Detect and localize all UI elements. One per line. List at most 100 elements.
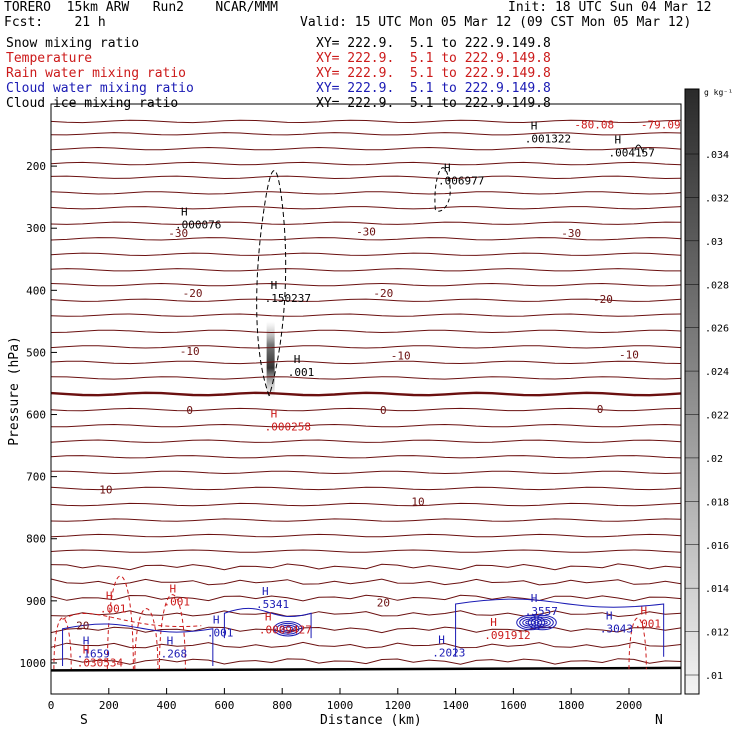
isotherm-line: [50, 313, 682, 317]
colorbar-label: .022: [705, 411, 729, 422]
cloud-water-contour: [282, 626, 294, 632]
isotherm-line: [50, 206, 682, 210]
rain-contour: [628, 617, 647, 670]
isotherm-line: [50, 563, 682, 571]
y-tick-label: 800: [26, 533, 46, 546]
temperature-label: 10: [99, 484, 112, 497]
x-tick-label: 1800: [558, 699, 585, 712]
legend-xy-rain: XY= 222.9. 5.1 to 222.9.149.8: [316, 66, 551, 81]
cloud-water-contour: [516, 614, 546, 631]
high-value: .030534: [77, 656, 124, 669]
y-tick-label: 1000: [20, 657, 47, 670]
cloud-water-contour: [223, 608, 312, 639]
high-marker: H: [490, 616, 497, 629]
y-tick-label: 700: [26, 471, 46, 484]
isotherm-line: [50, 578, 682, 586]
temperature-label: -20: [183, 287, 203, 300]
high-marker: H: [271, 279, 278, 292]
legend-xy-temperature: XY= 222.9. 5.1 to 222.9.149.8: [316, 51, 551, 66]
high-value: .001322: [525, 132, 571, 145]
y-tick-label: 200: [26, 160, 46, 173]
north-label: N: [655, 713, 663, 728]
rain-contour: [134, 608, 159, 670]
temperature-label: -79.09: [641, 118, 681, 131]
temperature-label: 0: [597, 403, 604, 416]
rain-contour: [53, 617, 72, 670]
isotherm-line: [50, 439, 682, 443]
high-value: .001: [635, 617, 662, 630]
x-tick-label: 200: [99, 699, 119, 712]
high-value: .000258: [265, 420, 311, 433]
isotherm-line: [50, 282, 682, 287]
isotherm-line: [50, 549, 682, 553]
temperature-label: 0: [186, 404, 193, 417]
high-marker: H: [271, 407, 278, 420]
high-value: .001: [288, 366, 315, 379]
y-axis-label: Pressure (hPa): [6, 336, 22, 446]
x-tick-label: 600: [214, 699, 234, 712]
isotherm-line: [51, 423, 682, 428]
x-tick-label: 1000: [327, 699, 354, 712]
high-value: .0009427: [259, 624, 312, 637]
isotherm-line: [50, 175, 682, 180]
isotherm-line: [50, 376, 682, 380]
high-marker: H: [262, 585, 269, 598]
high-marker: H: [265, 611, 272, 624]
cloud-water-contour: [62, 623, 214, 667]
colorbar-label: .02: [705, 454, 723, 465]
high-value: .2023: [432, 646, 465, 659]
cloud-water-contour: [530, 616, 554, 629]
isotherm-line: [50, 407, 682, 412]
high-value: .5341: [256, 598, 289, 611]
isotherm-line: [50, 486, 682, 491]
legend-xy-snow: XY= 222.9. 5.1 to 222.9.149.8: [316, 36, 551, 51]
isotherm-line: [50, 345, 682, 349]
high-marker: H: [531, 119, 538, 132]
temperature-label: -30: [561, 227, 581, 240]
high-marker: H: [169, 583, 176, 596]
plot-frame: [50, 103, 682, 695]
y-tick-label: 500: [26, 346, 46, 359]
high-marker: H: [83, 643, 90, 656]
south-label: S: [80, 713, 88, 728]
high-value: .001: [207, 627, 234, 640]
colorbar-label: .026: [705, 324, 729, 335]
temperature-label: 10: [411, 495, 424, 508]
temperature-label: 20: [377, 597, 390, 610]
high-marker: H: [167, 635, 174, 648]
x-tick-label: 0: [48, 699, 55, 712]
high-value: .268: [161, 648, 188, 661]
colorbar-label: .01: [705, 671, 723, 682]
isotherm-line: [50, 455, 682, 459]
isotherm-line: [50, 161, 682, 166]
cloud-water-contour: [525, 620, 537, 625]
isotherm-line: [50, 329, 682, 334]
high-value: .150237: [265, 292, 311, 305]
colorbar-label: .032: [705, 193, 729, 204]
isotherm-line: [50, 221, 682, 225]
isotherm-line: [50, 641, 682, 649]
y-tick-label: 900: [26, 595, 46, 608]
x-axis-label: Distance (km): [320, 713, 422, 728]
high-value: .006977: [438, 174, 484, 187]
isotherm-line: [50, 533, 682, 538]
x-tick-label: 2000: [616, 699, 643, 712]
colorbar-label: .018: [705, 497, 729, 508]
cloud-water-contour: [455, 598, 665, 657]
y-tick-label: 400: [26, 284, 46, 297]
isotherm-line: [50, 191, 682, 195]
colorbar-label: .028: [705, 280, 729, 291]
isotherm-line: [50, 470, 682, 475]
legend-temperature: Temperature: [6, 51, 93, 66]
isotherm-line: [50, 298, 682, 302]
isotherm-line: [50, 132, 682, 136]
x-tick-label: 1600: [500, 699, 527, 712]
cloud-water-contour: [536, 620, 548, 625]
temperature-label: -80.08: [574, 118, 614, 131]
rain-contour: [158, 594, 186, 670]
init-time: Init: 18 UTC Sun 04 Mar 12: [508, 0, 712, 15]
colorbar-unit: g kg⁻¹: [704, 88, 733, 97]
legend-cloud-water: Cloud water mixing ratio: [6, 81, 194, 96]
